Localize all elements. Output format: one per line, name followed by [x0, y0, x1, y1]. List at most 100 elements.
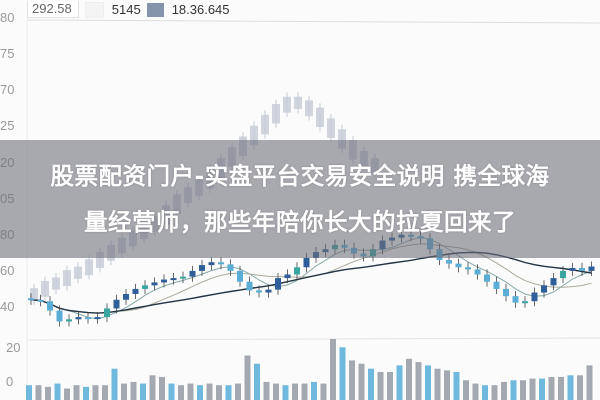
volume-bar	[510, 380, 517, 400]
volume-bar	[273, 383, 279, 400]
volume-bar	[425, 365, 431, 400]
volume-bar	[501, 381, 507, 400]
ghost-candle	[272, 103, 280, 124]
volume-bar	[482, 385, 488, 400]
candle	[113, 299, 120, 309]
volume-bar	[159, 376, 165, 400]
volume-bar	[178, 385, 184, 400]
volume-bar	[339, 347, 346, 400]
ghost-candle	[338, 129, 346, 149]
candle	[227, 264, 234, 271]
title-line-2: 量经营师，那些年陪你长大的拉夏回来了	[84, 208, 516, 236]
volume-bar	[149, 375, 156, 400]
candle	[541, 285, 547, 293]
ghost-candle	[52, 277, 60, 290]
volume-bar	[444, 370, 450, 400]
candle	[446, 260, 452, 264]
volume-bar	[187, 383, 194, 400]
price-tick-label: 75	[0, 46, 15, 62]
legend-swatch-white	[84, 1, 104, 18]
candle	[550, 278, 557, 286]
ghost-candle	[283, 96, 291, 113]
volume-bar	[330, 339, 336, 400]
candle	[75, 317, 82, 320]
volume-bar	[111, 368, 118, 400]
moving-average-line	[30, 236, 592, 320]
candle	[180, 276, 186, 279]
legend-value-2: 5145	[111, 2, 141, 17]
volume-bar	[301, 383, 308, 400]
price-tick-label: 70	[0, 82, 15, 98]
candle	[56, 310, 63, 322]
ghost-candle	[261, 114, 269, 135]
volume-tick-label: 20	[6, 340, 21, 355]
volume-bar	[130, 381, 137, 400]
volume-bar	[45, 386, 51, 400]
volume-bar	[577, 375, 583, 400]
candle	[531, 292, 538, 302]
volume-bar	[567, 375, 574, 400]
volume-bar	[216, 385, 222, 400]
candle	[474, 269, 481, 275]
ghost-candle	[74, 266, 82, 279]
ghost-candle	[294, 96, 302, 110]
volume-bar	[529, 378, 536, 400]
candle	[512, 296, 519, 303]
ghost-candle	[30, 288, 38, 301]
candle	[294, 267, 300, 275]
candle	[284, 274, 291, 279]
volume-bar	[539, 378, 545, 400]
chart-top-border	[26, 19, 600, 24]
candle	[170, 278, 177, 281]
ghost-candle	[327, 118, 335, 138]
candle	[265, 289, 272, 293]
volume-bar	[463, 380, 469, 400]
candle	[522, 301, 528, 304]
volume-bar	[558, 376, 564, 400]
volume-bar	[83, 386, 89, 400]
candle	[66, 319, 72, 322]
candle	[142, 285, 148, 289]
candle	[151, 282, 158, 286]
legend-value-1: 292.58	[27, 1, 79, 18]
volume-bar	[254, 363, 260, 400]
candle	[104, 308, 110, 318]
volume-bar	[244, 355, 251, 400]
candle	[588, 266, 595, 271]
volume-bar	[121, 383, 127, 400]
legend-swatch-blue	[146, 2, 164, 17]
volume-bar	[206, 383, 213, 400]
volume-bar	[453, 372, 460, 400]
candle	[94, 317, 101, 320]
volume-bar	[311, 381, 317, 400]
volume-bar	[377, 372, 384, 400]
candle	[218, 262, 224, 265]
candle	[569, 267, 576, 271]
candle	[579, 267, 585, 271]
candle	[484, 274, 490, 282]
candle	[199, 265, 205, 271]
volume-bar	[235, 383, 241, 400]
volume-bar	[415, 362, 422, 400]
volume-bar	[54, 383, 61, 400]
candle	[123, 293, 129, 300]
volume-bar	[263, 381, 270, 400]
volume-bar	[406, 358, 412, 400]
volume-bar	[197, 385, 203, 400]
candle	[161, 279, 167, 283]
volume-bar	[387, 372, 393, 400]
volume-bar	[35, 385, 42, 400]
candle	[132, 288, 139, 294]
chart-legend: 292.58 5145 18.36.645	[27, 0, 230, 19]
volume-bar	[140, 383, 146, 400]
ghost-candle	[305, 100, 313, 117]
ghost-candle	[316, 107, 324, 128]
candle	[246, 281, 253, 291]
price-tick-label: 60	[0, 262, 15, 278]
volume-bar	[548, 376, 555, 400]
price-tick-label: 25	[0, 118, 15, 134]
title-overlay: 股票配资门户-实盘平台交易安全说明 携全球海 量经营师，那些年陪你长大的拉夏回来…	[0, 140, 600, 258]
ghost-candle	[96, 252, 104, 268]
candle	[208, 262, 215, 266]
volume-bar	[368, 368, 374, 400]
